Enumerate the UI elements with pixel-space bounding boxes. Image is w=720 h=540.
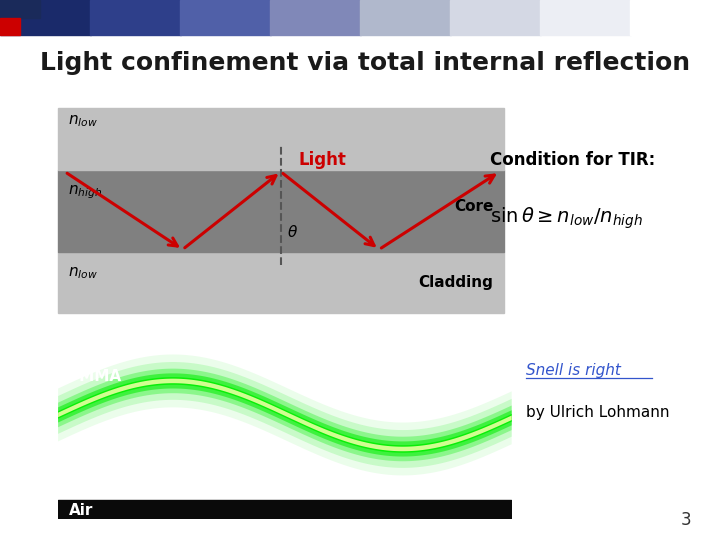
Text: Cladding: Cladding <box>418 275 493 290</box>
Text: 3: 3 <box>680 511 691 529</box>
Text: Condition for TIR:: Condition for TIR: <box>490 151 655 169</box>
Bar <box>630 0 720 35</box>
Bar <box>90 0 181 35</box>
Text: $\theta$: $\theta$ <box>287 224 297 240</box>
Text: $n_{high}$: $n_{high}$ <box>68 184 102 201</box>
Text: Light: Light <box>299 151 346 169</box>
Text: Light confinement via total internal reflection: Light confinement via total internal ref… <box>40 51 690 75</box>
Bar <box>180 0 271 35</box>
Text: PMMA: PMMA <box>69 369 122 384</box>
Bar <box>58 252 504 313</box>
Bar <box>270 0 361 35</box>
Bar <box>58 108 504 170</box>
Bar <box>0 0 40 17</box>
Text: $\sin\theta \geq n_{low}/n_{high}$: $\sin\theta \geq n_{low}/n_{high}$ <box>490 205 642 231</box>
Text: $n_{low}$: $n_{low}$ <box>68 113 98 129</box>
Text: Core: Core <box>454 199 493 214</box>
Bar <box>0 17 20 35</box>
Bar <box>0 0 91 35</box>
Bar <box>450 0 541 35</box>
Text: Snell is right: Snell is right <box>526 363 621 378</box>
Text: by Ulrich Lohmann: by Ulrich Lohmann <box>526 405 669 420</box>
Bar <box>540 0 631 35</box>
Bar <box>360 0 451 35</box>
Bar <box>58 170 504 252</box>
Text: Air: Air <box>69 503 94 518</box>
Text: $n_{low}$: $n_{low}$ <box>68 265 98 281</box>
